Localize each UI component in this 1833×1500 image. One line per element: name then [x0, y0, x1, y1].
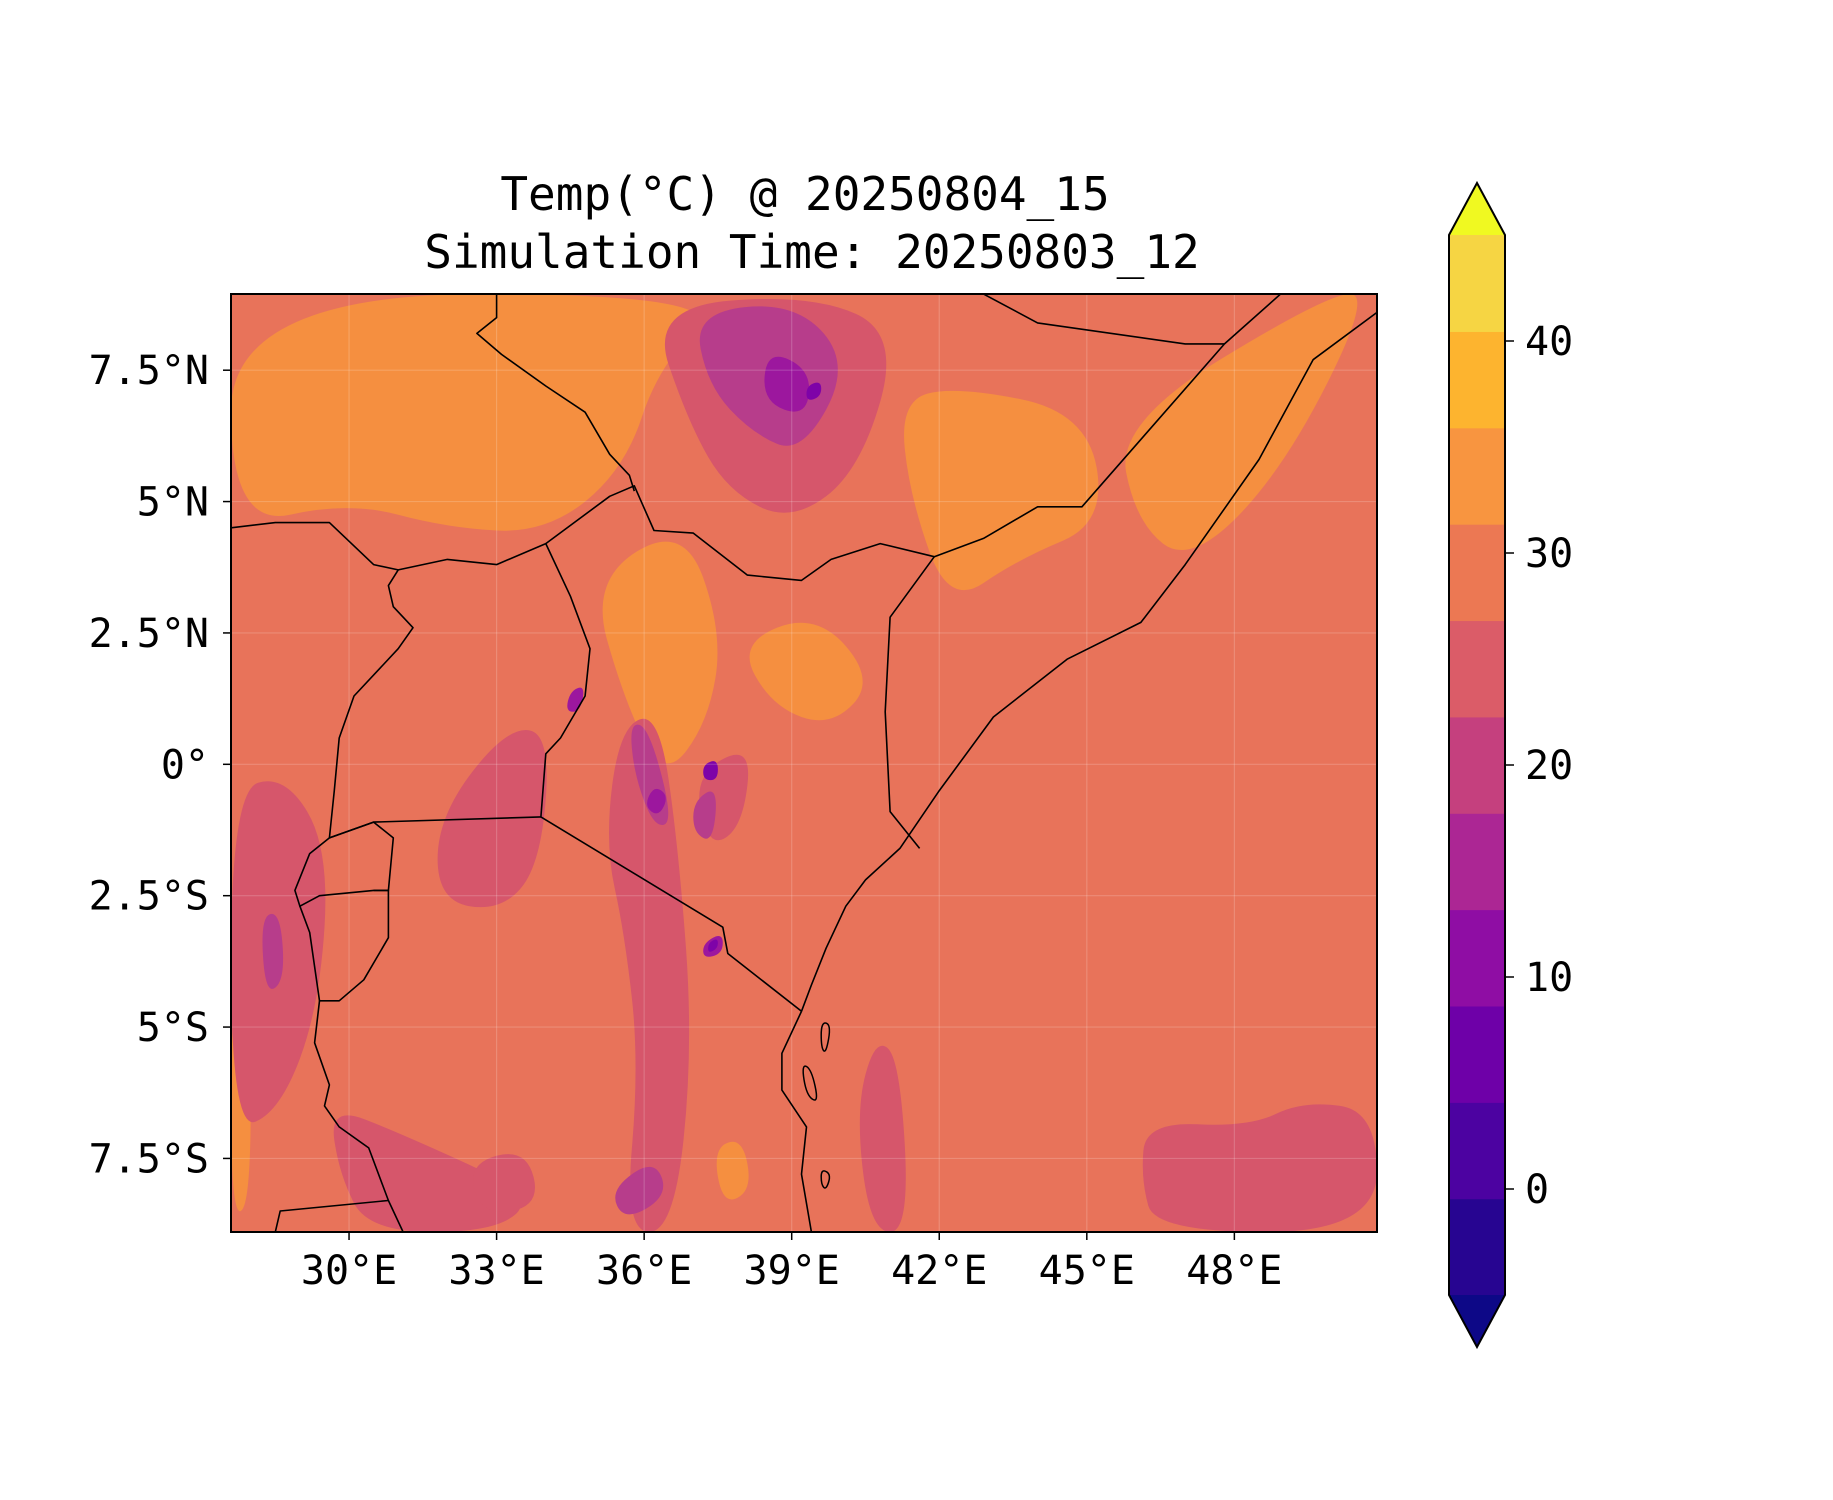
border-tanzania-coast: [781, 1010, 813, 1232]
colorbar-tick-label: 40: [1525, 319, 1573, 365]
temperature-contours: [231, 294, 1377, 1232]
contour-region-25-14: [333, 1115, 521, 1232]
y-tick-label: 2.5°S: [89, 874, 209, 920]
border-kenya-somalia: [884, 556, 935, 849]
x-tick-label: 30°E: [301, 1248, 397, 1294]
border-uganda-drc: [328, 569, 414, 838]
x-tick-label: 33°E: [448, 1248, 544, 1294]
colorbar-extend-max: [1449, 183, 1505, 235]
x-tick-label: 45°E: [1039, 1248, 1135, 1294]
colorbar-segment: [1449, 813, 1505, 911]
colorbar-segment: [1449, 524, 1505, 622]
contour-region-15-22: [647, 788, 666, 814]
x-tick-label: 42°E: [891, 1248, 987, 1294]
x-tick-label: 48°E: [1186, 1248, 1282, 1294]
colorbar-segment: [1449, 331, 1505, 429]
colorbar-segment: [1449, 427, 1505, 525]
colorbar-segment: [1449, 1005, 1505, 1103]
colorbar-tick-label: 30: [1525, 531, 1573, 577]
graticule: [231, 294, 1377, 1232]
border-rwanda-burundi: [294, 821, 395, 907]
contour-region-30-3: [904, 390, 1099, 591]
x-tick-label: 36°E: [596, 1248, 692, 1294]
colorbar-tick-label: 20: [1525, 743, 1573, 789]
contour-region-10-25: [806, 382, 822, 400]
chart-title-line2: Simulation Time: 20250803_12: [424, 225, 1199, 279]
border-ethiopia-somalia-north: [981, 294, 1225, 345]
colorbar-outline: [1448, 180, 1506, 1350]
border-east-africa-coast: [800, 311, 1377, 1012]
colorbar: 0 10 20 30 40: [1448, 180, 1573, 1350]
colorbar-tick-label: 0: [1525, 1167, 1549, 1213]
colorbar-segment: [1449, 235, 1505, 332]
contour-region-20-20: [262, 913, 284, 989]
contour-region-10-27: [708, 939, 718, 952]
map-frame: [230, 293, 1378, 1233]
x-tick-label: 39°E: [744, 1248, 840, 1294]
island-zanzibar: [802, 1065, 818, 1101]
border-south-sudan-ethiopia-kenya-somalia: [231, 294, 1282, 582]
contour-region-15-21: [764, 356, 810, 412]
colorbar-segment: [1449, 1198, 1505, 1296]
border-ethiopia-sudan-border: [476, 294, 636, 492]
colorbar-tick-label: 10: [1525, 955, 1573, 1001]
contour-region-20-17: [693, 791, 716, 839]
chart-title-line1: Temp(°C) @ 20250804_15: [500, 167, 1109, 221]
contour-region-10-26: [703, 761, 718, 781]
border-uganda-kenya-tanzania: [540, 543, 802, 1012]
contour-region-30-2: [749, 622, 863, 721]
y-tick-label: 7.5°N: [89, 348, 209, 394]
y-tick-label: 5°N: [137, 480, 209, 526]
border-burundi-tanzania: [299, 889, 390, 1002]
border-zambia-border: [274, 1199, 389, 1232]
contour-region-30-1: [602, 541, 718, 764]
colorbar-extend-min: [1449, 1295, 1505, 1347]
y-tick-label: 2.5°N: [89, 611, 209, 657]
contour-region-20-19: [615, 1166, 664, 1215]
island-mafia: [820, 1170, 831, 1189]
contour-region-30-4: [1125, 294, 1358, 551]
border-tanzania-west-lake-tanganyika: [313, 1000, 404, 1232]
contour-region-25-12: [859, 1045, 906, 1232]
contour-region-30-0: [231, 294, 701, 531]
y-tick-label: 0°: [161, 742, 209, 788]
map-plot-area: [230, 293, 1378, 1233]
longitude-ticks: 30°E 33°E 36°E 39°E 42°E 45°E 48°E: [301, 1232, 1283, 1294]
colorbar-segment: [1449, 1102, 1505, 1200]
contour-region-25-15: [473, 1154, 535, 1212]
colorbar-segment: [1449, 620, 1505, 718]
country-borders: [231, 294, 1377, 1232]
contour-region-30-6: [716, 1141, 749, 1200]
contour-region-25-8: [609, 718, 690, 1232]
latitude-ticks: 7.5°N 5°N 2.5°N 0° 2.5°S 5°S 7.5°S: [89, 348, 231, 1182]
colorbar-segment: [1449, 909, 1505, 1007]
colorbar-segment: [1449, 716, 1505, 814]
contour-region-25-13: [1142, 1104, 1377, 1232]
y-tick-label: 7.5°S: [89, 1136, 209, 1182]
y-tick-label: 5°S: [137, 1005, 209, 1051]
island-pemba: [820, 1022, 831, 1052]
